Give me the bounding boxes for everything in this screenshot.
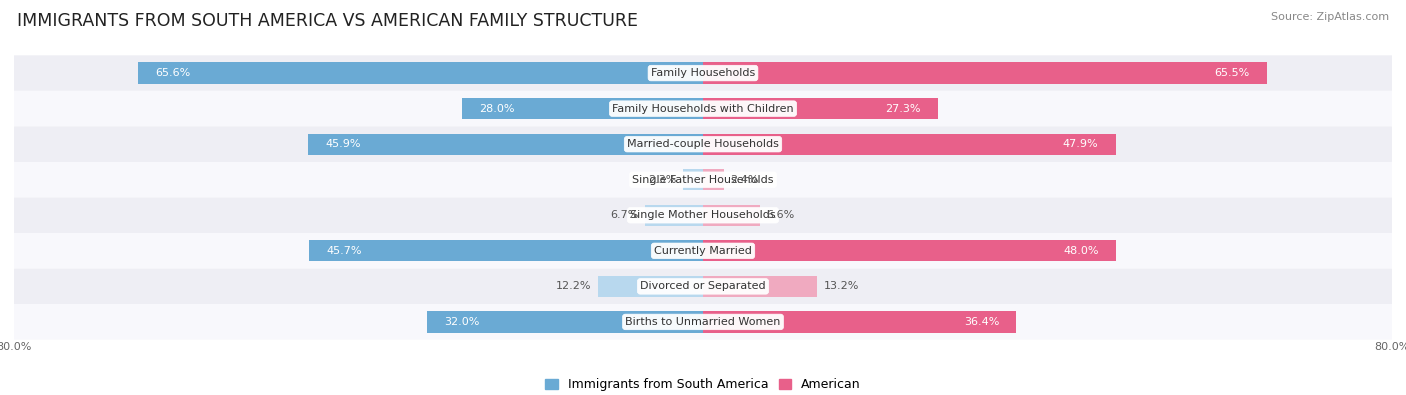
Text: 2.3%: 2.3% (648, 175, 676, 185)
Text: 65.5%: 65.5% (1215, 68, 1250, 78)
Text: 12.2%: 12.2% (555, 281, 591, 292)
Text: 32.0%: 32.0% (444, 317, 479, 327)
Bar (138, 62, 703, 84)
FancyBboxPatch shape (14, 55, 1392, 91)
Text: IMMIGRANTS FROM SOUTH AMERICA VS AMERICAN FAMILY STRUCTURE: IMMIGRANTS FROM SOUTH AMERICA VS AMERICA… (17, 12, 638, 30)
FancyBboxPatch shape (14, 162, 1392, 198)
Text: 65.6%: 65.6% (155, 68, 191, 78)
FancyBboxPatch shape (14, 198, 1392, 233)
Bar (703, 98, 938, 119)
Text: Currently Married: Currently Married (654, 246, 752, 256)
Text: 36.4%: 36.4% (965, 317, 1000, 327)
FancyBboxPatch shape (14, 304, 1392, 340)
Text: 45.9%: 45.9% (325, 139, 360, 149)
Text: Single Father Households: Single Father Households (633, 175, 773, 185)
Text: Family Households with Children: Family Households with Children (612, 103, 794, 114)
Text: 47.9%: 47.9% (1063, 139, 1098, 149)
FancyBboxPatch shape (14, 269, 1392, 304)
Bar (461, 98, 703, 119)
Text: 45.7%: 45.7% (326, 246, 363, 256)
Text: 6.6%: 6.6% (766, 210, 794, 220)
Bar (598, 276, 703, 297)
Text: Births to Unmarried Women: Births to Unmarried Women (626, 317, 780, 327)
Legend: Immigrants from South America, American: Immigrants from South America, American (540, 373, 866, 395)
Bar (703, 134, 1115, 155)
Text: 48.0%: 48.0% (1064, 246, 1099, 256)
FancyBboxPatch shape (14, 126, 1392, 162)
FancyBboxPatch shape (14, 233, 1392, 269)
Text: Family Households: Family Households (651, 68, 755, 78)
Text: 13.2%: 13.2% (824, 281, 859, 292)
Bar (703, 205, 759, 226)
Text: 6.7%: 6.7% (610, 210, 638, 220)
Text: Single Mother Households: Single Mother Households (630, 210, 776, 220)
Bar (703, 311, 1017, 333)
Bar (703, 240, 1116, 261)
Text: 27.3%: 27.3% (886, 103, 921, 114)
Text: Source: ZipAtlas.com: Source: ZipAtlas.com (1271, 12, 1389, 22)
Bar (645, 205, 703, 226)
Text: 2.4%: 2.4% (731, 175, 759, 185)
Bar (683, 169, 703, 190)
Bar (703, 62, 1267, 84)
Bar (703, 169, 724, 190)
Bar (309, 240, 703, 261)
Text: Married-couple Households: Married-couple Households (627, 139, 779, 149)
Bar (703, 276, 817, 297)
Text: 28.0%: 28.0% (479, 103, 515, 114)
Bar (308, 134, 703, 155)
Text: Divorced or Separated: Divorced or Separated (640, 281, 766, 292)
Bar (427, 311, 703, 333)
FancyBboxPatch shape (14, 91, 1392, 126)
